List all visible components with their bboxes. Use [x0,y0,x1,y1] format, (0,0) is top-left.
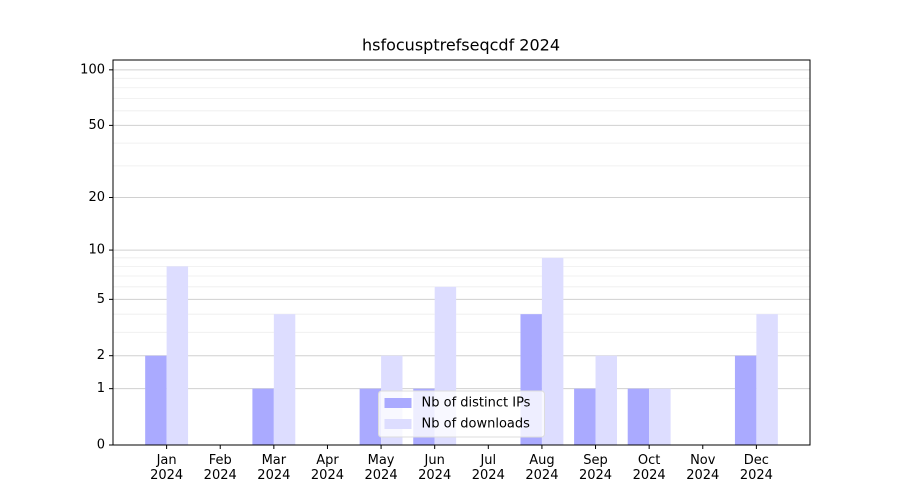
x-tick-label: Apr 2024 [310,453,344,483]
bar [541,257,564,445]
x-tick-label: Sep 2024 [578,453,613,483]
x-tick-label: Nov 2024 [686,453,720,483]
y-tick-label: 20 [88,190,105,205]
y-tick-label: 5 [97,292,105,307]
legend: Nb of distinct IPs Nb of downloads [378,390,545,438]
bar [734,355,757,445]
legend-swatch [384,398,412,408]
bar [166,266,189,445]
x-tick-label: Jun 2024 [418,453,452,483]
bar [574,388,596,445]
x-tick-label: Jan 2024 [150,453,184,483]
y-tick-label: 1 [97,381,105,396]
y-tick-label: 50 [88,118,105,133]
x-tick-label: Mar 2024 [257,453,291,483]
bar [595,355,617,445]
legend-label: Nb of downloads [422,417,531,432]
y-tick-label: 100 [80,62,105,77]
bar [145,355,167,445]
y-tick-label: 10 [88,243,105,258]
x-tick-label: Feb 2024 [203,453,237,483]
bar [627,388,650,445]
y-tick-label: 2 [97,348,105,363]
bar [359,388,382,445]
x-tick-label: Jul 2024 [471,453,505,483]
chart-title: hsfocusptrefseqcdf 2024 [362,36,560,55]
bar [273,314,296,445]
bar [649,388,671,445]
x-tick-label: Oct 2024 [632,453,666,483]
legend-label: Nb of distinct IPs [422,396,531,411]
legend-box [378,390,545,438]
legend-swatch [384,419,412,429]
y-tick-label: 0 [97,438,105,453]
plot-frame [112,59,811,446]
x-tick-label: May 2024 [364,453,398,483]
bar [756,314,778,445]
bar [252,388,274,445]
x-tick-label: Dec 2024 [739,453,773,483]
x-tick-label: Aug 2024 [525,453,559,483]
